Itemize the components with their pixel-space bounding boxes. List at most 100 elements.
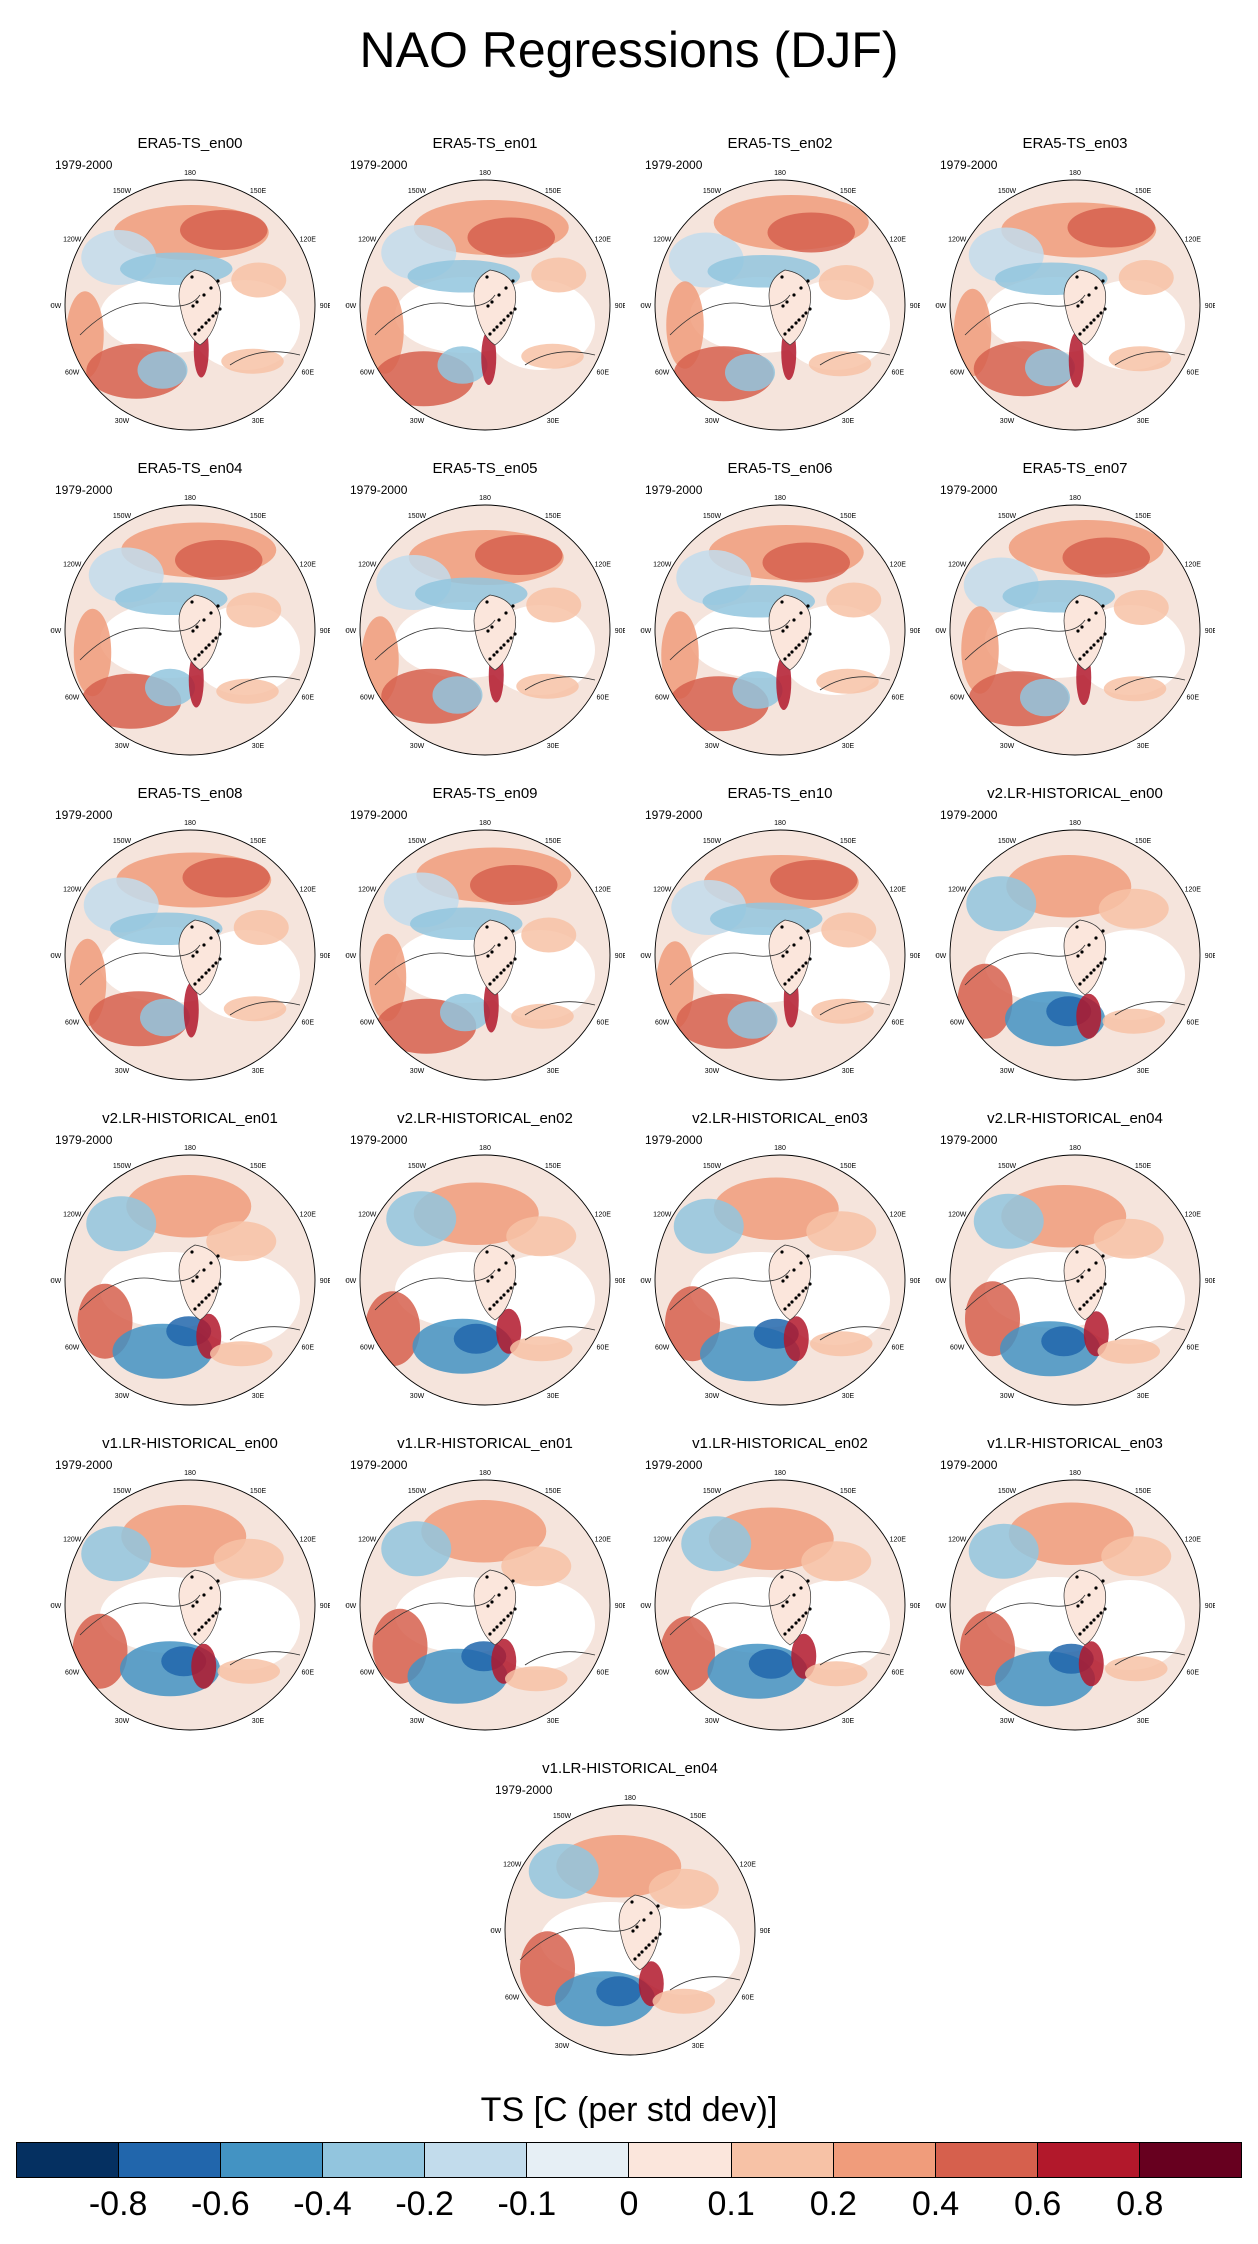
colorbar-box <box>119 2143 222 2177</box>
colorbar-tick-label: 0.1 <box>707 2185 755 2223</box>
longitude-label: 150W <box>998 513 1017 520</box>
longitude-label: 120E <box>740 1862 757 1869</box>
longitude-label: 90W <box>50 1278 62 1285</box>
map-panel: ERA5-TS_en05 1979-2000 180 150E 120E 90E 60E 30… <box>345 460 625 760</box>
longitude-label: 180 <box>184 1470 196 1477</box>
longitude-label: 90W <box>935 1603 947 1610</box>
map-panel: ERA5-TS_en04 1979-2000 180 150E 120E 90E 60E 30… <box>50 460 330 760</box>
panel-period: 1979-2000 <box>350 158 408 172</box>
colorbar-box <box>425 2143 528 2177</box>
longitude-label: 120W <box>63 1537 82 1544</box>
longitude-label: 60E <box>302 1020 315 1027</box>
longitude-label: 90W <box>50 303 62 310</box>
longitude-label: 120W <box>63 1212 82 1219</box>
longitude-label: 150W <box>408 1488 427 1495</box>
longitude-label: 60W <box>655 695 670 702</box>
longitude-label: 30W <box>555 2043 570 2050</box>
longitude-label: 180 <box>184 495 196 502</box>
longitude-label: 90E <box>760 1928 770 1935</box>
longitude-label: 90W <box>640 1603 652 1610</box>
colorbar-box <box>17 2143 120 2177</box>
longitude-label: 120W <box>653 887 672 894</box>
polar-map: 180150E120E90E60E30E030W60W90W120W150W <box>640 1145 920 1406</box>
longitude-label: 180 <box>479 495 491 502</box>
panel-period: 1979-2000 <box>495 1783 553 1797</box>
longitude-label: 90E <box>320 1278 330 1285</box>
longitude-label: 90W <box>345 1278 357 1285</box>
panel-period: 1979-2000 <box>55 808 113 822</box>
longitude-label: 60E <box>892 1345 905 1352</box>
longitude-label: 30W <box>115 1068 130 1075</box>
polar-map: 180150E120E90E60E30E030W60W90W120W150W <box>640 1470 920 1731</box>
panel-title: v2.LR-HISTORICAL_en01 <box>102 1110 278 1127</box>
longitude-label: 120E <box>595 237 612 244</box>
longitude-label: 90E <box>1205 628 1215 635</box>
map-panel: v1.LR-HISTORICAL_en03 1979-2000 180 150E 120… <box>935 1435 1215 1735</box>
longitude-label: 150W <box>553 1813 572 1820</box>
longitude-label: 60W <box>65 695 80 702</box>
longitude-label: 120E <box>1185 237 1202 244</box>
longitude-label: 60W <box>65 370 80 377</box>
longitude-label: 30W <box>410 418 425 425</box>
longitude-label: 150W <box>408 188 427 195</box>
map-panel: v2.LR-HISTORICAL_en04 1979-2000 180 150E 120… <box>935 1110 1215 1410</box>
longitude-label: 60E <box>302 1670 315 1677</box>
longitude-label: 150W <box>113 838 132 845</box>
longitude-label: 90W <box>935 303 947 310</box>
longitude-label: 90E <box>910 953 920 960</box>
panel-title: v2.LR-HISTORICAL_en04 <box>987 1110 1163 1127</box>
panel-title: ERA5-TS_en10 <box>727 785 833 802</box>
polar-map: 180150E120E90E60E30E030W60W90W120W150W <box>50 170 330 431</box>
longitude-label: 30E <box>842 1393 855 1400</box>
longitude-label: 60E <box>1187 370 1200 377</box>
polar-map: 180150E120E90E60E30E030W60W90W120W150W <box>935 1145 1215 1406</box>
panel-period: 1979-2000 <box>350 1458 408 1472</box>
panel-period: 1979-2000 <box>55 483 113 497</box>
longitude-label: 120W <box>948 237 967 244</box>
longitude-label: 90W <box>935 1278 947 1285</box>
panel-period: 1979-2000 <box>55 1133 113 1147</box>
longitude-label: 90W <box>640 953 652 960</box>
longitude-label: 180 <box>479 820 491 827</box>
panel-title: v1.LR-HISTORICAL_en01 <box>397 1435 573 1452</box>
longitude-label: 60W <box>950 1020 965 1027</box>
panel-title: ERA5-TS_en01 <box>432 135 538 152</box>
longitude-label: 150W <box>113 188 132 195</box>
longitude-label: 30W <box>410 743 425 750</box>
longitude-label: 120E <box>1185 1537 1202 1544</box>
longitude-label: 90E <box>615 628 625 635</box>
polar-map: 180150E120E90E60E30E030W60W90W120W150W <box>345 170 625 431</box>
polar-map: 180150E120E90E60E30E030W60W90W120W150W <box>345 1145 625 1406</box>
longitude-label: 150W <box>703 1163 722 1170</box>
longitude-label: 120E <box>1185 562 1202 569</box>
longitude-label: 30W <box>1000 1068 1015 1075</box>
panel-title: ERA5-TS_en04 <box>137 460 243 477</box>
longitude-label: 120W <box>948 562 967 569</box>
panel-period: 1979-2000 <box>645 808 703 822</box>
longitude-label: 60E <box>1187 1020 1200 1027</box>
colorbar-box <box>1037 2143 1140 2177</box>
longitude-label: 30E <box>1137 743 1150 750</box>
longitude-label: 30E <box>692 2043 705 2050</box>
polar-map: 180150E120E90E60E30E030W60W90W120W150W <box>345 820 625 1081</box>
longitude-label: 30E <box>252 1393 265 1400</box>
longitude-label: 180 <box>774 170 786 177</box>
longitude-label: 150W <box>113 1488 132 1495</box>
longitude-label: 150E <box>545 188 562 195</box>
panel-title: ERA5-TS_en03 <box>1022 135 1128 152</box>
longitude-label: 60E <box>892 1670 905 1677</box>
panel-period: 1979-2000 <box>940 158 998 172</box>
longitude-label: 120E <box>890 237 907 244</box>
longitude-label: 150E <box>840 513 857 520</box>
longitude-label: 120W <box>653 237 672 244</box>
longitude-label: 120W <box>948 1537 967 1544</box>
longitude-label: 30E <box>252 743 265 750</box>
longitude-label: 120E <box>595 562 612 569</box>
longitude-label: 90W <box>640 628 652 635</box>
longitude-label: 90E <box>615 1278 625 1285</box>
longitude-label: 30W <box>410 1718 425 1725</box>
page-title: NAO Regressions (DJF) <box>359 22 899 78</box>
colorbar-tick-labels: -0.8 -0.6 -0.4 -0.2 -0.1 0 0.1 0.2 0.4 0.6 0.8 <box>0 2184 1258 2224</box>
longitude-label: 60W <box>65 1345 80 1352</box>
longitude-label: 60E <box>302 370 315 377</box>
